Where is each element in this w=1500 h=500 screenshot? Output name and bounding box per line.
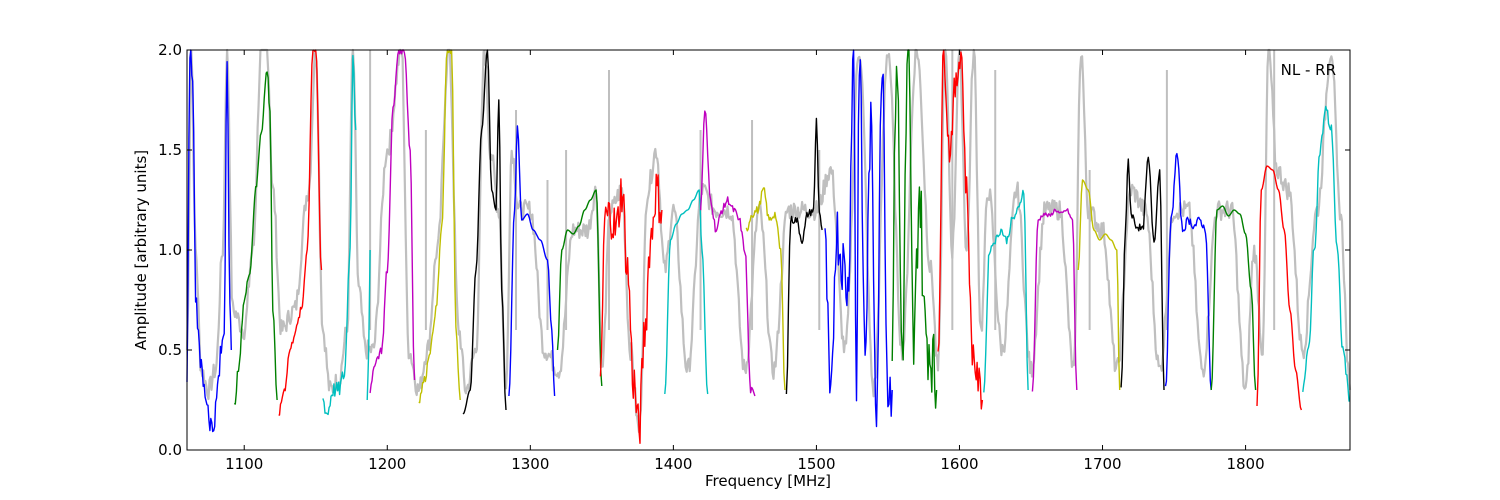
plot-annotation: NL - RR: [1281, 61, 1336, 79]
series-line: [983, 189, 1029, 393]
background-trace: [185, 48, 1352, 434]
series-line: [1256, 165, 1303, 411]
series-line: [278, 49, 323, 416]
series-line: [1031, 208, 1078, 392]
x-tick-label: 1400: [654, 455, 692, 473]
series-line: [462, 49, 507, 415]
plot-area: [187, 50, 1350, 450]
series-line: [1164, 152, 1212, 391]
x-tick-label: 1600: [940, 455, 978, 473]
series-line: [1120, 156, 1165, 391]
series-line: [824, 49, 893, 428]
y-tick-label: 2.0: [158, 41, 182, 59]
series-line: [322, 54, 357, 416]
background-trace-layer: [185, 48, 1352, 434]
y-axis-label: Amplitude [arbitrary units]: [132, 150, 150, 350]
series-layer: [186, 49, 1351, 444]
x-tick-label: 1300: [511, 455, 549, 473]
series-line: [599, 173, 663, 444]
series-line: [699, 110, 756, 397]
series-line: [418, 49, 461, 404]
series-line: [937, 49, 984, 410]
y-tick-label: 0.5: [158, 341, 182, 359]
series-line: [508, 125, 556, 397]
x-axis-label: Frequency [MHz]: [705, 472, 831, 490]
series-line: [891, 49, 938, 409]
series-line: [369, 49, 416, 394]
series-line: [366, 249, 371, 401]
x-tick-label: 1200: [368, 455, 406, 473]
series-line: [1210, 205, 1257, 391]
y-tick-label: 1.0: [158, 241, 182, 259]
series-line: [1302, 105, 1351, 402]
x-axis: 1100 1200 1300 1400 1500 1600 1700 1800: [225, 50, 1265, 473]
x-tick-label: 1500: [797, 455, 835, 473]
series-line: [186, 49, 232, 433]
y-tick-label: 0.0: [158, 441, 182, 459]
series-line: [664, 189, 709, 395]
x-tick-label: 1700: [1083, 455, 1121, 473]
series-line: [785, 117, 823, 395]
series-line: [745, 187, 786, 391]
series-line: [233, 71, 278, 405]
y-tick-label: 1.5: [158, 141, 182, 159]
x-tick-label: 1100: [225, 455, 263, 473]
x-tick-label: 1800: [1226, 455, 1264, 473]
y-axis: 0.0 0.5 1.0 1.5 2.0: [158, 41, 1350, 459]
series-line: [1077, 179, 1121, 391]
series-line: [556, 189, 603, 387]
